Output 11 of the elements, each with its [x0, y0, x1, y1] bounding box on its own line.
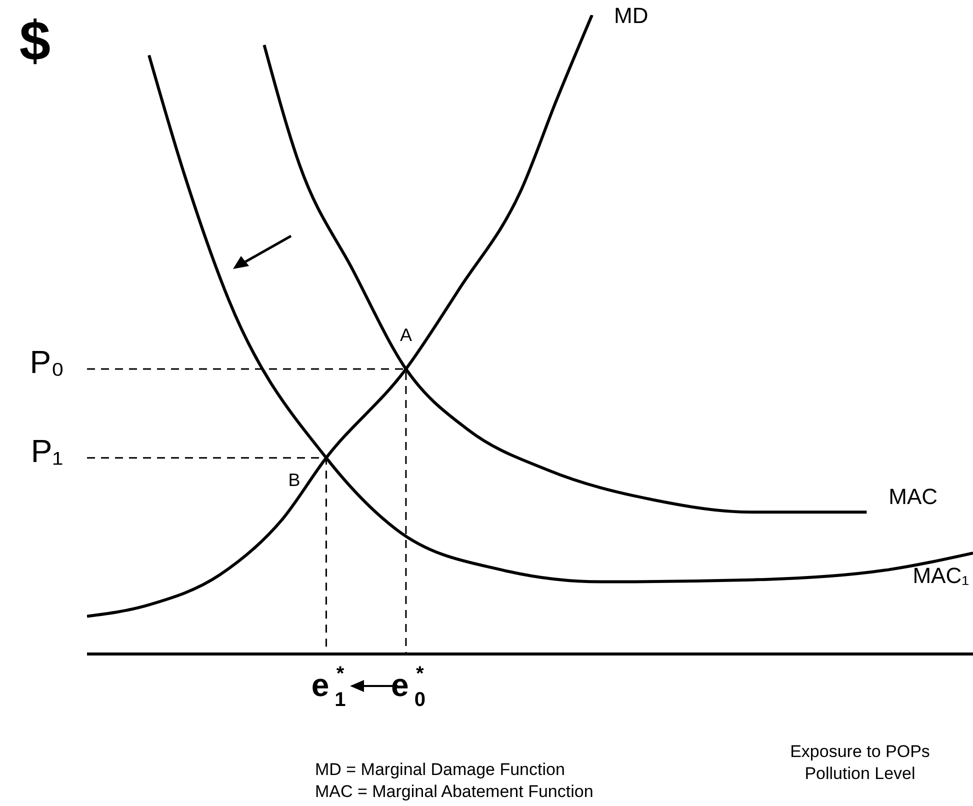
annotation: B [288, 470, 300, 490]
series-label: MAC₁ [912, 563, 969, 588]
text: MAC = Marginal Abatement Function [315, 782, 594, 801]
annotation: A [400, 325, 412, 346]
text: P₀ [30, 344, 64, 380]
text: P₁ [30, 432, 64, 469]
series-label: MAC [888, 484, 938, 510]
text: MD = Marginal Damage Function [315, 760, 565, 779]
y-axis-title: $ [19, 9, 51, 72]
series-label: MD [614, 3, 648, 28]
x-axis-title: Exposure to POPs Pollution Level [790, 742, 930, 783]
